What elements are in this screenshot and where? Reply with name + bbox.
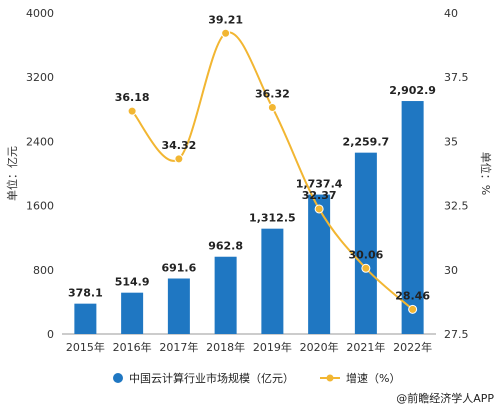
source-note: @前瞻经济学人APP: [396, 391, 494, 405]
x-tick-2: 2017年: [159, 340, 198, 354]
y-right-tick-3: 35: [444, 135, 458, 148]
growth-label-6: 30.06: [348, 248, 383, 261]
growth-point-3: [221, 28, 231, 38]
y-left-tick-0: 0: [47, 328, 54, 341]
growth-label-4: 36.32: [255, 88, 290, 101]
bar-label-6: 2,259.7: [343, 136, 390, 149]
legend-bar-label: 中国云计算行业市场规模（亿元）: [129, 371, 294, 385]
bar-label-7: 2,902.9: [389, 84, 436, 97]
growth-point-6: [361, 263, 371, 273]
y-left-tick-5: 4000: [26, 7, 54, 20]
growth-point-5: [314, 204, 324, 214]
growth-label-3: 39.21: [208, 13, 243, 26]
y-left-tick-1: 800: [33, 264, 54, 277]
bar-label-1: 514.9: [115, 276, 150, 289]
bar-4: [261, 228, 284, 334]
x-tick-0: 2015年: [66, 340, 105, 354]
x-tick-1: 2016年: [113, 340, 152, 354]
bar-7: [401, 101, 424, 335]
y-left-tick-4: 3200: [26, 71, 54, 84]
growth-label-5: 32.37: [302, 189, 337, 202]
y-right-tick-0: 27.5: [444, 328, 469, 341]
x-tick-4: 2019年: [253, 340, 292, 354]
growth-label-7: 28.46: [395, 289, 430, 302]
bar-6: [354, 152, 377, 334]
y-left-tick-3: 2400: [26, 135, 54, 148]
bar-label-3: 962.8: [208, 240, 243, 253]
x-tick-6: 2021年: [346, 340, 385, 354]
growth-point-2: [174, 154, 184, 164]
bar-5: [308, 194, 331, 334]
growth-point-7: [408, 304, 418, 314]
legend-bar-marker: [113, 373, 123, 383]
growth-point-1: [127, 106, 137, 116]
y-right-tick-1: 30: [444, 264, 458, 277]
bar-3: [214, 256, 237, 334]
y-right-tick-5: 40: [444, 7, 458, 20]
y-right-tick-4: 37.5: [444, 71, 469, 84]
legend-line-label: 增速（%）: [346, 371, 400, 385]
bar-1: [121, 292, 144, 334]
y-axis-left-label: 单位：亿元: [5, 146, 19, 201]
legend-line-marker: [326, 374, 334, 382]
plot-area: 0 800 1600 2400 3200 4000 27.5 30 32.5 35 37.5 40 37…: [26, 7, 469, 354]
bar-2: [167, 278, 190, 334]
bar-label-4: 1,312.5: [249, 212, 296, 225]
growth-label-1: 36.18: [115, 91, 150, 104]
x-tick-5: 2020年: [300, 340, 339, 354]
x-tick-3: 2018年: [206, 340, 245, 354]
legend: 中国云计算行业市场规模（亿元） 增速（%）: [113, 371, 400, 385]
bar-label-2: 691.6: [161, 261, 196, 274]
growth-label-2: 34.32: [161, 139, 196, 152]
bar-label-0: 378.1: [68, 287, 103, 300]
y-right-tick-2: 32.5: [444, 200, 469, 213]
bar-0: [74, 303, 97, 334]
y-left-tick-2: 1600: [26, 200, 54, 213]
y-axis-right-label: 单位：%: [479, 152, 493, 195]
growth-point-4: [267, 103, 277, 113]
x-tick-7: 2022年: [393, 340, 432, 354]
